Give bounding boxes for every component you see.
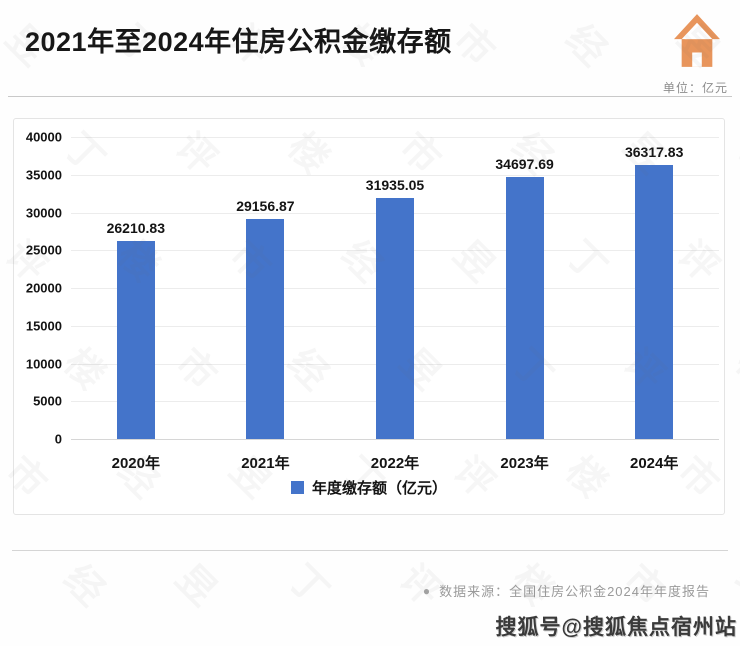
page-title: 2021年至2024年住房公积金缴存额 (25, 27, 452, 57)
y-axis-tick-label: 10000 (25, 356, 62, 371)
gridline (71, 174, 719, 176)
bar-value-label: 26210.83 (106, 220, 165, 237)
x-axis-tick-label: 2024年 (630, 455, 679, 472)
house-icon (674, 14, 720, 67)
bar-2020年 (116, 241, 155, 439)
seal-stamp-watermark: 经 (557, 17, 615, 74)
bar-value-label: 29156.87 (236, 197, 295, 214)
bar-2022年 (376, 197, 414, 439)
legend-swatch (290, 481, 304, 494)
y-axis-tick-label: 25000 (25, 242, 62, 258)
bar-2024年 (635, 164, 674, 439)
y-axis-tick-label: 30000 (25, 205, 62, 220)
y-axis-tick-label: 5000 (33, 393, 62, 409)
legend-label: 年度缴存额（亿元） (311, 480, 447, 497)
bar-value-label: 34697.69 (495, 156, 554, 173)
y-axis-tick-label: 0 (54, 431, 62, 447)
x-axis-tick-label: 2022年 (370, 455, 420, 472)
plot-area: 26210.83 29156.87 31935.05 34697.69 36317.83 (71, 137, 719, 440)
seal-stamp-watermark: 丁 (279, 557, 337, 614)
y-axis-tick-label: 20000 (25, 280, 62, 296)
footer-divider (12, 550, 728, 551)
bar-2021年 (246, 218, 285, 439)
bar-2023年 (505, 177, 544, 439)
bar-value-label: 36317.83 (624, 143, 684, 160)
bullet-icon: ● (422, 583, 432, 598)
seal-stamp-watermark: 昱 (167, 557, 225, 614)
seal-stamp-watermark: 市 (445, 17, 503, 74)
gridline (71, 137, 719, 138)
data-source-line: ● 数据来源：全国住房公积金2024年年度报告 (423, 581, 710, 600)
bar-value-label: 31935.05 (365, 176, 425, 193)
header-divider (8, 96, 732, 97)
x-axis-tick-label: 2023年 (500, 455, 549, 472)
y-axis-tick-label: 15000 (25, 318, 62, 334)
data-source-text: 数据来源：全国住房公积金2024年年度报告 (439, 584, 710, 599)
seal-stamp-watermark: 经 (727, 557, 740, 614)
y-axis-tick-label: 35000 (25, 167, 62, 183)
seal-stamp-watermark: 经 (55, 557, 113, 614)
chart-card: 0 5000 10000 15000 20000 25000 30000 35000 40000… (13, 118, 725, 515)
legend: 年度缴存额（亿元） (14, 477, 724, 498)
sohu-account-watermark: 搜狐号@搜狐焦点宿州站 (495, 616, 737, 639)
x-axis-tick-label: 2020年 (111, 455, 160, 472)
x-axis-tick-label: 2021年 (241, 455, 290, 472)
gridline (71, 439, 719, 440)
seal-stamp-watermark: 丁 (727, 125, 740, 182)
seal-stamp-watermark: 楼 (727, 341, 740, 398)
y-axis-tick-label: 40000 (25, 129, 62, 145)
unit-label: 单位：亿元 (662, 81, 728, 95)
